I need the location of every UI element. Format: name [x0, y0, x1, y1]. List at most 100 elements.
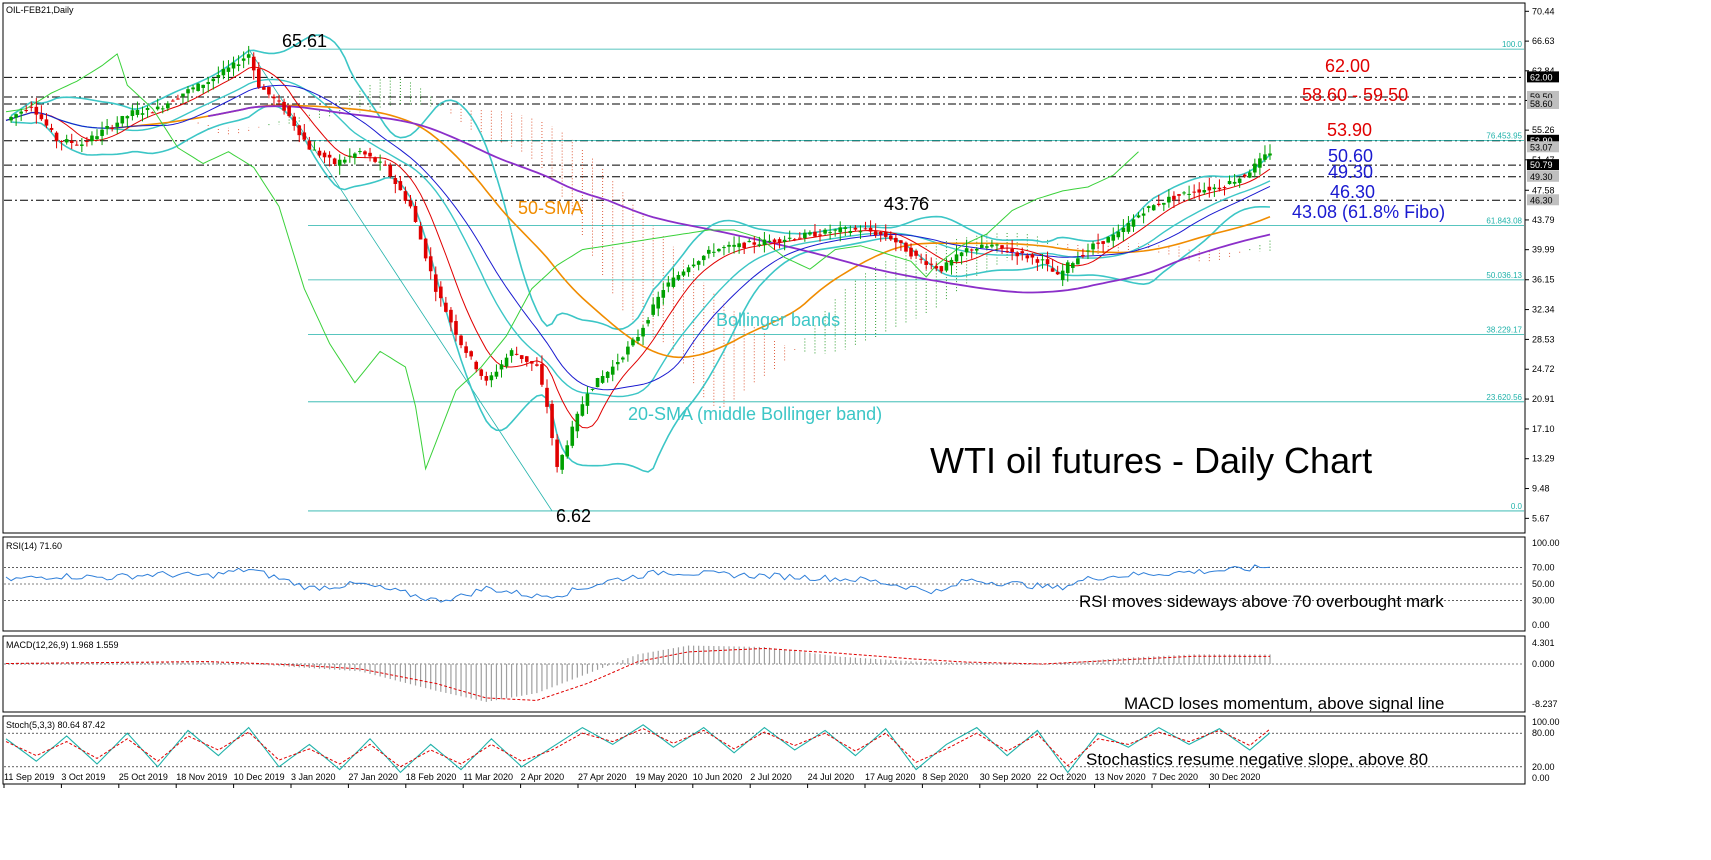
candle-body: [1177, 194, 1181, 196]
candle-body: [388, 164, 393, 177]
candle: [1111, 227, 1116, 248]
x-tick-label: 7 Dec 2020: [1152, 772, 1198, 782]
candle: [95, 129, 99, 141]
candle-body: [115, 122, 120, 127]
candle: [1268, 144, 1272, 160]
candle: [464, 341, 468, 358]
candle: [160, 105, 165, 114]
fibo-level-label: 23.620.56: [1486, 393, 1522, 402]
candle: [914, 249, 918, 259]
candle-body: [969, 249, 974, 251]
candle-body: [439, 286, 443, 299]
candle: [150, 111, 155, 114]
candle: [1065, 260, 1070, 282]
candle: [115, 116, 120, 134]
stoch-tick-label: 20.00: [1532, 762, 1555, 772]
candle-body: [535, 364, 539, 366]
candle-body: [1101, 241, 1105, 244]
x-tick-label: 30 Dec 2020: [1209, 772, 1260, 782]
candle-body: [85, 141, 89, 143]
candle-body: [777, 239, 782, 243]
candle: [317, 147, 322, 158]
candle: [666, 276, 671, 293]
candle: [681, 269, 686, 278]
candle-body: [484, 376, 489, 381]
price-tick-label: 70.44: [1532, 6, 1555, 16]
candle: [813, 224, 817, 238]
candle: [605, 371, 610, 383]
candle: [1005, 244, 1009, 253]
candle-body: [418, 226, 423, 240]
price-tick-label: 28.53: [1532, 334, 1555, 344]
candle: [251, 52, 256, 80]
candle-body: [29, 106, 34, 108]
candle: [9, 115, 13, 123]
candle: [530, 360, 534, 371]
candle-body: [524, 356, 529, 362]
candle-body: [974, 248, 979, 251]
x-tick-label: 27 Apr 2020: [578, 772, 627, 782]
candle-body: [626, 346, 630, 355]
candle-body: [681, 271, 686, 276]
candle: [403, 186, 408, 204]
candle: [555, 434, 559, 473]
candle: [691, 258, 696, 268]
candle: [752, 236, 757, 254]
candle: [226, 60, 231, 81]
fibo-level-label: 38.229.17: [1486, 325, 1522, 334]
rsi-tick-label: 50.00: [1532, 579, 1555, 589]
x-tick-label: 30 Sep 2020: [980, 772, 1031, 782]
candle-body: [701, 255, 706, 261]
candle: [373, 156, 377, 164]
candle: [1167, 189, 1171, 208]
candle: [398, 176, 403, 191]
candle: [1035, 256, 1040, 271]
kijun-line: [5, 84, 1271, 391]
candle-body: [1212, 187, 1217, 190]
candle-body: [1096, 242, 1100, 244]
candle: [797, 232, 802, 239]
candle-body: [878, 231, 883, 235]
candle: [980, 235, 984, 249]
candle-body: [787, 237, 792, 239]
candle: [550, 400, 554, 446]
candle-body: [717, 248, 721, 252]
candle: [1172, 191, 1176, 209]
candle-body: [90, 135, 94, 142]
candle-body: [691, 264, 696, 267]
candle-body: [530, 361, 534, 364]
candle-body: [1005, 251, 1009, 253]
candle: [767, 234, 772, 243]
candle-body: [24, 110, 29, 112]
candle-body: [1151, 205, 1156, 211]
candle: [615, 353, 620, 371]
price-highlight-box: [1527, 159, 1559, 171]
candle: [828, 224, 832, 240]
candle-body: [1227, 180, 1232, 185]
candle-body: [580, 404, 585, 416]
candle-body: [348, 155, 352, 157]
stoch-tick-label: 0.00: [1532, 773, 1550, 783]
candle: [964, 239, 969, 256]
candle: [621, 356, 625, 363]
candle: [1030, 252, 1035, 265]
candle: [277, 94, 281, 106]
candle: [1202, 182, 1207, 195]
candle-body: [1116, 231, 1121, 238]
candle-body: [676, 275, 681, 280]
price-highlight-box: [1527, 97, 1559, 109]
candle: [348, 148, 352, 163]
candle: [540, 355, 544, 387]
candle: [1156, 194, 1161, 207]
candle-body: [449, 309, 453, 323]
candle-body: [1182, 192, 1186, 194]
candle: [1162, 202, 1166, 212]
candle-body: [499, 364, 504, 370]
candle: [706, 246, 711, 259]
candle: [1096, 233, 1100, 250]
candle-body: [1162, 202, 1166, 205]
candle: [474, 360, 479, 373]
candle-body: [1040, 259, 1045, 261]
candle-body: [1207, 186, 1212, 191]
candle: [1222, 185, 1227, 196]
